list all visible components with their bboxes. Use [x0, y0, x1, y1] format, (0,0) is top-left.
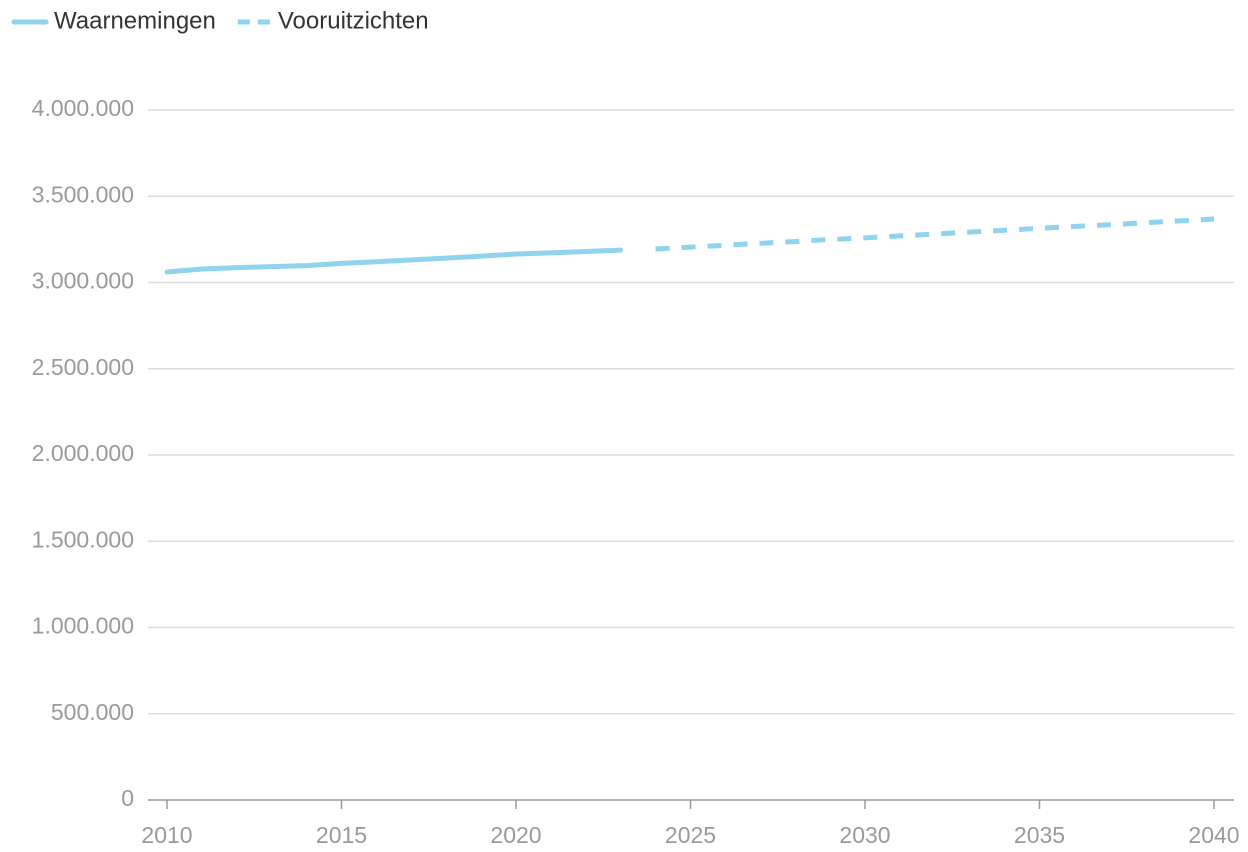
y-tick-label: 4.000.000: [32, 95, 134, 121]
x-tick-label: 2040: [1188, 822, 1239, 848]
y-tick-label: 1.000.000: [32, 613, 134, 639]
y-tick-label: 2.500.000: [32, 354, 134, 380]
legend-label: Waarnemingen: [54, 7, 216, 34]
y-tick-label: 1.500.000: [32, 526, 134, 552]
x-tick-label: 2010: [141, 822, 192, 848]
data-line: [655, 216, 1215, 252]
y-tick-label: 3.500.000: [32, 181, 134, 207]
x-tick-label: 2030: [839, 822, 890, 848]
data-line: [164, 247, 624, 275]
x-tick-label: 2025: [665, 822, 716, 848]
y-tick-label: 3.000.000: [32, 268, 134, 294]
x-tick-label: 2015: [316, 822, 367, 848]
legend-label: Vooruitzichten: [278, 7, 429, 34]
y-tick-label: 0: [121, 785, 134, 811]
x-tick-label: 2020: [490, 822, 541, 848]
x-tick-label: 2035: [1014, 822, 1065, 848]
y-tick-label: 500.000: [51, 699, 134, 725]
y-tick-label: 2.000.000: [32, 440, 134, 466]
